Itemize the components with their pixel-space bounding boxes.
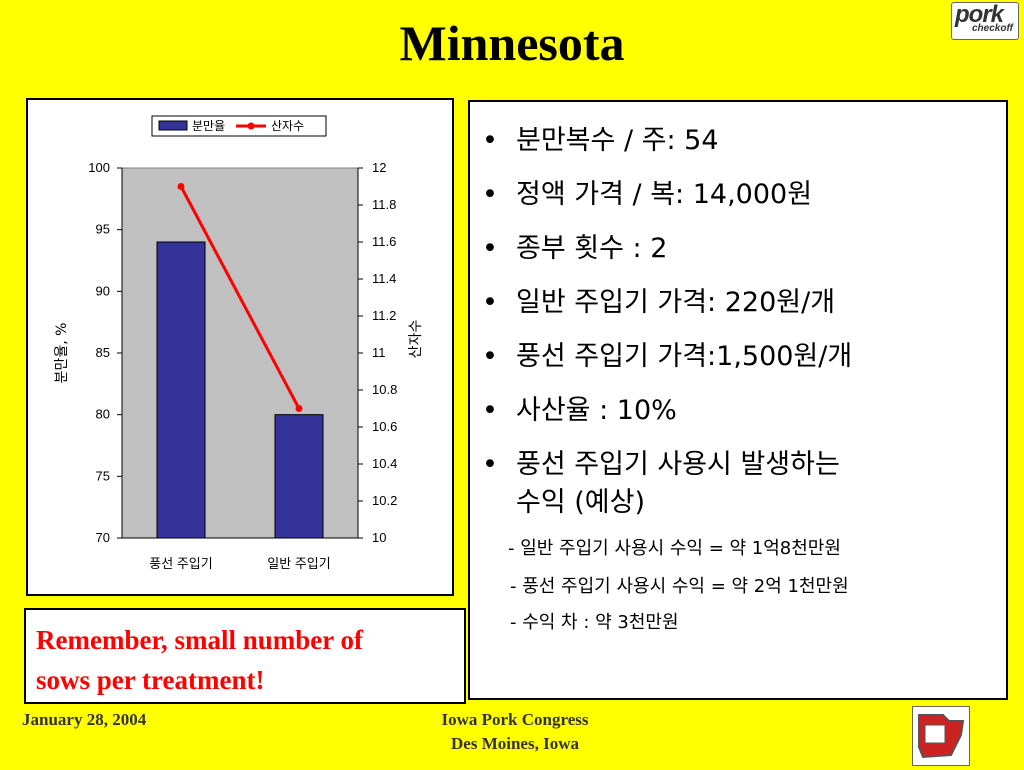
bullet-item: • 일반 주입기 가격: 220원/개 — [482, 287, 836, 318]
y-tick-label: 75 — [96, 468, 110, 483]
x-tick-label: 일반 주입기 — [267, 556, 330, 571]
y2-tick-label: 11.4 — [372, 271, 396, 286]
note-box: Remember, small number of sows per treat… — [24, 608, 466, 704]
y2-tick-label: 10.6 — [372, 419, 397, 434]
pork-checkoff-logo: pork checkoff — [951, 1, 1019, 40]
line-point — [177, 183, 185, 190]
bullet-item-continuation: 수익 (예상) — [516, 487, 646, 518]
y-tick-label: 95 — [96, 222, 110, 237]
y-axis-label: 분만율, % — [54, 323, 70, 384]
bullet-item: • 사산율 : 10% — [482, 395, 677, 426]
slide-title: Minnesota — [399, 15, 625, 71]
y2-tick-label: 11.8 — [372, 197, 396, 212]
sub-item: - 일반 주입기 사용시 수익 = 약 1억8천만원 — [508, 538, 841, 559]
y2-tick-label: 11 — [372, 345, 386, 360]
iowa-pork-logo — [912, 706, 970, 766]
bullet-item: • 종부 횟수 : 2 — [482, 233, 668, 264]
y-tick-label: 80 — [96, 407, 110, 422]
note-line-1: Remember, small number of — [36, 625, 363, 655]
bullet-item: • 정액 가격 / 복: 14,000원 — [482, 179, 813, 210]
y2-tick-label: 10.2 — [372, 493, 397, 508]
y-tick-label: 85 — [96, 345, 110, 360]
y2-tick-label: 10.4 — [372, 456, 397, 471]
chart-panel: 풍선 주입기 일반 주입기 100 95 90 85 80 75 70 12 11.8 11.6 11.… — [26, 98, 454, 596]
bullet-item: • 풍선 주입기 사용시 발생하는 — [482, 449, 840, 480]
y2-tick-label: 11.2 — [372, 308, 396, 323]
bullet-panel: • 분만복수 / 주: 54 • 정액 가격 / 복: 14,000원 • 종부 횟수… — [468, 100, 1008, 700]
y2-tick-label: 10.8 — [372, 382, 397, 397]
y2-tick-label: 10 — [372, 530, 386, 545]
footer-event-name: Iowa Pork Congress — [441, 710, 589, 729]
legend-line-marker — [247, 122, 255, 130]
y2-tick-label: 12 — [372, 160, 386, 175]
note-line-2: sows per treatment! — [36, 665, 265, 695]
line-point — [295, 405, 303, 412]
series-line — [179, 185, 301, 410]
combo-chart: 풍선 주입기 일반 주입기 100 95 90 85 80 75 70 12 11.8 11.6 11.… — [54, 115, 424, 571]
legend-bar-swatch — [158, 120, 188, 131]
footer-location: Des Moines, Iowa — [451, 734, 579, 753]
footer-date: January 28, 2004 — [22, 710, 147, 729]
y2-tick-label: 11.6 — [372, 234, 396, 249]
bar — [274, 414, 324, 539]
bullet-item: • 분만복수 / 주: 54 — [482, 125, 719, 156]
footer-event: Iowa Pork Congress Des Moines, Iowa — [390, 708, 640, 756]
y-tick-label: 100 — [88, 160, 110, 175]
y-tick-label: 90 — [96, 283, 110, 298]
legend-entry: 산자수 — [271, 119, 304, 133]
sub-item: - 풍선 주입기 사용시 수익 = 약 2억 1천만원 — [510, 576, 849, 597]
x-tick-label: 풍선 주입기 — [149, 556, 212, 571]
y-tick-label: 70 — [96, 530, 110, 545]
bullet-item: • 풍선 주입기 가격:1,500원/개 — [482, 341, 853, 372]
legend-entry: 분만율 — [192, 119, 225, 133]
bar — [156, 241, 206, 539]
sub-item: - 수익 차 : 약 3천만원 — [510, 612, 679, 633]
y2-axis-label: 산자수 — [408, 320, 424, 359]
